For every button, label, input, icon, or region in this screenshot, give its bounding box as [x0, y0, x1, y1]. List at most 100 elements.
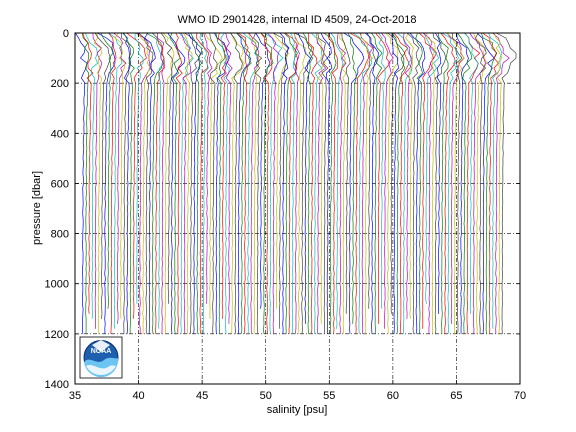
profile-line: [337, 33, 347, 334]
x-tick-label: 35: [69, 390, 81, 402]
x-tick-label: 50: [260, 390, 272, 402]
profile-line: [137, 33, 152, 334]
profile-line: [220, 33, 230, 334]
profile-line: [248, 33, 260, 334]
profile-line: [418, 33, 438, 329]
profile-line: [260, 33, 273, 334]
x-tick-label: 55: [323, 390, 335, 402]
profile-line: [151, 33, 165, 329]
profile-line: [441, 33, 459, 334]
profile-line: [360, 33, 374, 334]
profile-line: [279, 33, 290, 334]
y-tick-label: 800: [51, 229, 69, 241]
profile-line: [81, 33, 90, 334]
noaa-logo-icon: NOAA: [79, 336, 123, 379]
y-tick-label: 600: [51, 178, 69, 190]
profile-line: [114, 33, 126, 319]
profile-line: [406, 33, 420, 334]
ticks-layer: 35 40 45 50 55 60 65 70 0 200 400 600 800 1000 1200 140…: [45, 28, 527, 402]
profile-line: [415, 33, 423, 334]
profile-line: [432, 33, 447, 334]
profile-line: [160, 33, 174, 304]
profile-line: [93, 33, 103, 334]
profile-line: [157, 33, 165, 334]
profile-line: [347, 33, 357, 324]
profile-line: [126, 33, 147, 319]
profile-line: [236, 33, 251, 334]
profile-line: [237, 33, 249, 334]
profile-line: [446, 33, 465, 324]
profile-line: [387, 33, 405, 314]
profile-line: [339, 33, 347, 334]
y-axis-label: pressure [dbar]: [31, 171, 43, 245]
profile-line: [396, 33, 413, 334]
profile-line: [302, 33, 314, 334]
plot-frame: [74, 32, 521, 385]
profile-line: [145, 33, 165, 334]
profile-line: [464, 33, 479, 314]
profile-line: [203, 33, 213, 304]
profile-line: [371, 33, 383, 334]
profile-line: [493, 33, 503, 334]
profile-line: [423, 33, 440, 304]
x-tick-label: 45: [196, 390, 208, 402]
y-tick-label: 1400: [45, 379, 69, 391]
profile-line: [113, 33, 127, 324]
profile-line: [190, 33, 203, 334]
profile-line: [422, 33, 434, 334]
profile-line: [482, 33, 499, 334]
profile-line: [162, 33, 175, 334]
profile-line: [293, 33, 307, 334]
profile-line: [123, 33, 135, 334]
y-tick-label: 200: [51, 78, 69, 90]
y-tick-label: 0: [63, 28, 69, 40]
profile-line: [152, 33, 165, 334]
profile-line: [393, 33, 410, 334]
profile-line: [320, 33, 333, 334]
profile-line: [183, 33, 193, 334]
profile-line: [391, 33, 406, 334]
profile-line: [452, 33, 463, 334]
profile-line: [283, 33, 298, 334]
profile-line: [97, 33, 116, 334]
profile-line: [308, 33, 318, 334]
profile-line: [364, 33, 379, 334]
profile-line: [75, 33, 88, 334]
profile-line: [488, 33, 503, 329]
profile-line: [310, 33, 323, 334]
x-tick-label: 60: [387, 390, 399, 402]
profile-line: [236, 33, 252, 334]
profile-line: [204, 33, 223, 319]
profile-line: [391, 33, 399, 334]
profile-line: [263, 33, 284, 334]
profile-line: [409, 33, 426, 334]
y-tick-label: 400: [51, 128, 69, 140]
profile-line: [267, 33, 279, 334]
profile-line: [134, 33, 144, 304]
profile-line: [375, 33, 391, 324]
profile-line: [253, 33, 263, 334]
profile-line: [435, 33, 442, 314]
profile-line: [196, 33, 210, 334]
x-axis-label: salinity [psu]: [267, 404, 328, 416]
profile-line: [464, 33, 481, 334]
profile-line: [199, 33, 209, 334]
y-tick-label: 1200: [45, 329, 69, 341]
profile-line: [230, 33, 245, 334]
profile-line: [446, 33, 465, 334]
profile-line: [317, 33, 329, 334]
profile-line: [178, 33, 194, 334]
profile-line: [315, 33, 327, 334]
profile-line: [242, 33, 259, 334]
profile-line: [100, 33, 114, 309]
profile-line: [323, 33, 337, 334]
profile-line: [359, 33, 374, 334]
profile-line: [273, 33, 289, 309]
profile-line: [138, 33, 154, 334]
profile-line: [248, 33, 260, 334]
profile-line: [385, 33, 399, 334]
profile-line: [473, 33, 488, 334]
profile-line: [469, 33, 486, 334]
profile-line: [437, 33, 449, 334]
